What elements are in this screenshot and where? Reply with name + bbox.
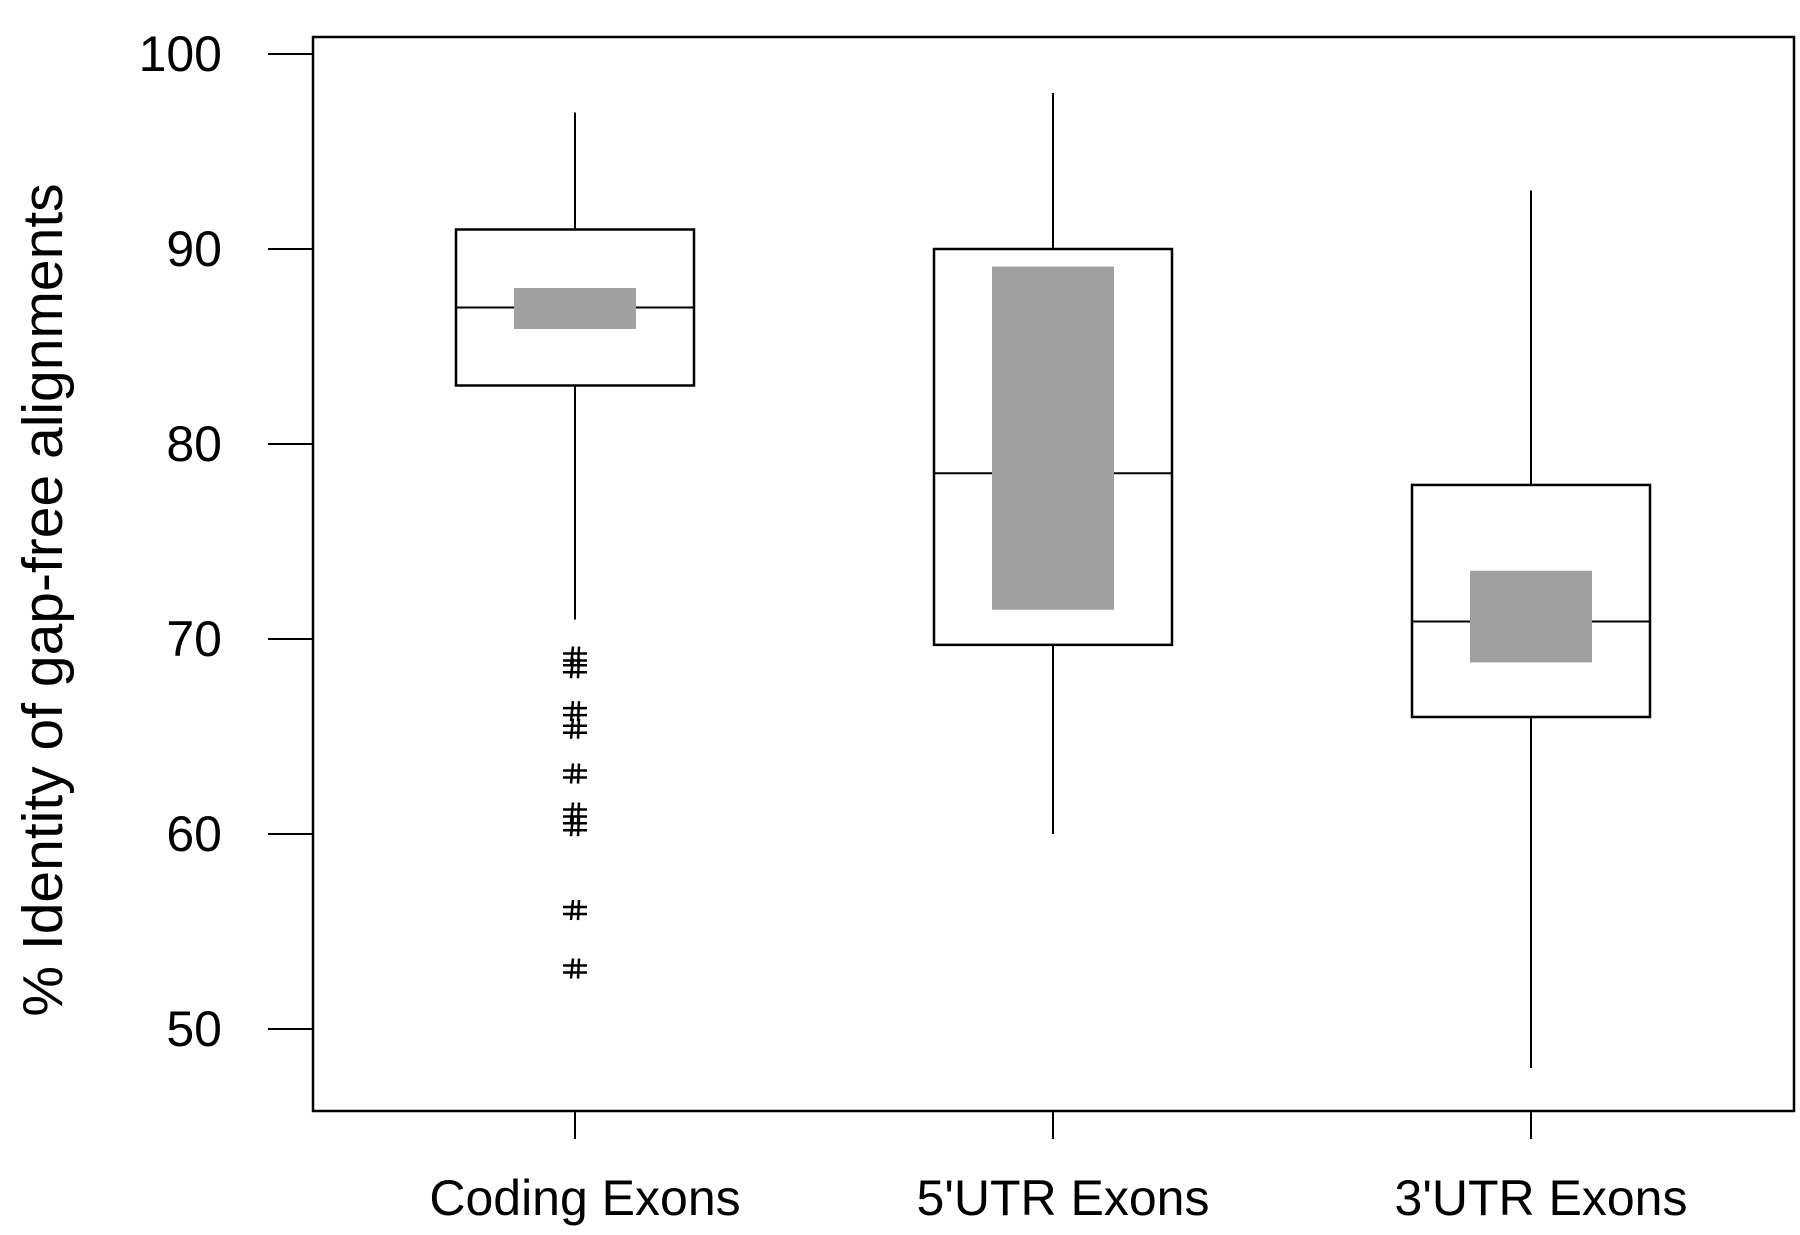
outlier-point bbox=[563, 763, 587, 784]
y-axis-label: % Identity of gap-free alignments bbox=[11, 183, 75, 1016]
box-notch-interval bbox=[1470, 570, 1592, 663]
outlier-stroke bbox=[569, 763, 575, 784]
outlier-stroke bbox=[576, 658, 581, 679]
outlier-stroke bbox=[576, 701, 581, 722]
outlier-stroke bbox=[576, 816, 581, 837]
outlier-point bbox=[563, 802, 587, 823]
outlier-stroke bbox=[576, 763, 581, 784]
outlier-point bbox=[563, 958, 587, 979]
x-tick-label: 3'UTR Exons bbox=[1395, 1170, 1688, 1226]
outlier-stroke bbox=[569, 718, 575, 739]
box-0 bbox=[454, 112, 696, 979]
y-tick-label: 50 bbox=[166, 1001, 222, 1057]
y-tick-label: 70 bbox=[166, 611, 222, 667]
outlier-stroke bbox=[569, 802, 575, 823]
x-axis: Coding Exons 5'UTR Exons 3'UTR Exons bbox=[429, 1111, 1687, 1226]
outlier-point bbox=[563, 701, 587, 722]
y-tick-label: 60 bbox=[166, 806, 222, 862]
y-tick-label: 80 bbox=[166, 416, 222, 472]
outlier-stroke bbox=[569, 958, 575, 979]
x-tick-label: 5'UTR Exons bbox=[917, 1170, 1210, 1226]
outlier-point bbox=[563, 658, 587, 679]
outlier-point bbox=[563, 899, 587, 921]
boxes bbox=[454, 93, 1652, 1068]
x-tick-label: Coding Exons bbox=[429, 1170, 740, 1226]
y-tick-label: 90 bbox=[166, 221, 222, 277]
outlier-point bbox=[563, 646, 587, 667]
y-axis: 50 60 70 80 90 100 bbox=[139, 26, 313, 1057]
outlier-stroke bbox=[576, 718, 581, 739]
outlier-stroke bbox=[569, 899, 575, 921]
outlier-stroke bbox=[569, 658, 575, 679]
outlier-stroke bbox=[569, 701, 575, 722]
y-tick-label: 100 bbox=[139, 26, 222, 82]
outlier-stroke bbox=[576, 899, 581, 921]
box-notch-interval bbox=[992, 266, 1114, 610]
outlier-stroke bbox=[569, 816, 575, 837]
box-1 bbox=[932, 93, 1174, 834]
outlier-point bbox=[563, 718, 587, 739]
box-2 bbox=[1410, 190, 1652, 1068]
outlier-point bbox=[563, 816, 587, 837]
box-notch-interval bbox=[514, 288, 636, 329]
outlier-stroke bbox=[576, 958, 581, 979]
